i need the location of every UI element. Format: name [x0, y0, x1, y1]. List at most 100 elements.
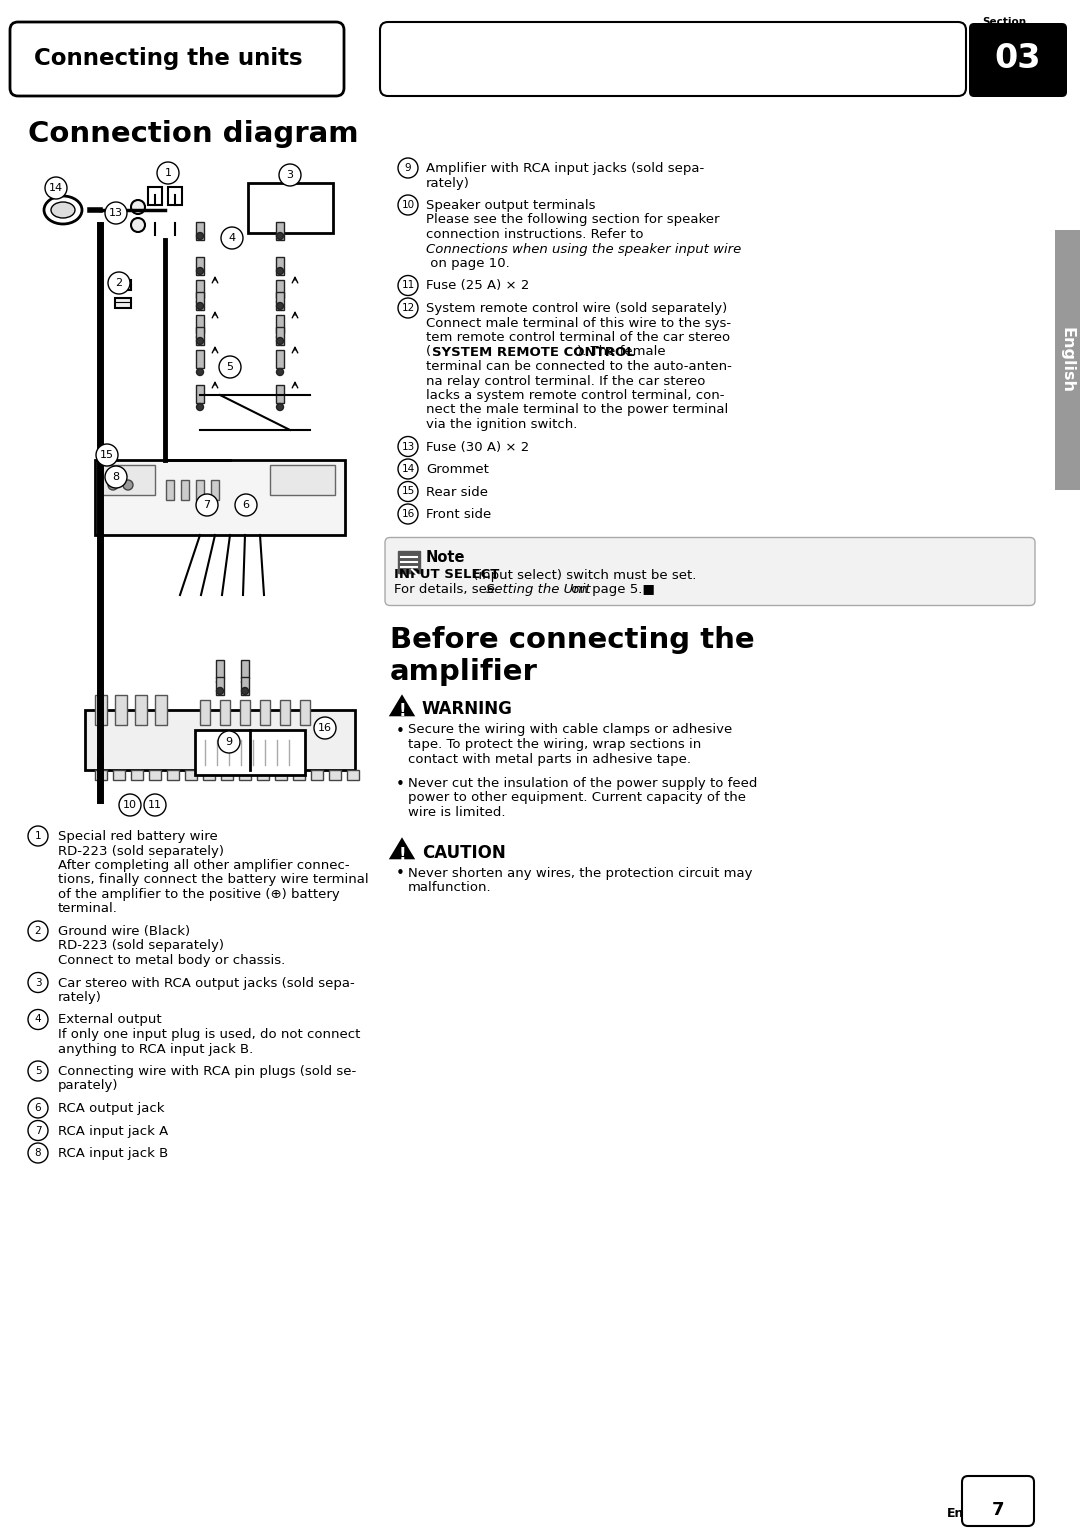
Bar [100, 465, 156, 495]
Bar [239, 771, 251, 780]
Bar [195, 729, 305, 775]
Text: Connections when using the speaker input wire: Connections when using the speaker input… [426, 243, 741, 255]
Bar [85, 709, 355, 771]
Text: 11: 11 [402, 280, 415, 291]
FancyBboxPatch shape [10, 21, 345, 96]
Text: If only one input plug is used, do not connect: If only one input plug is used, do not c… [58, 1027, 361, 1041]
Text: wire is limited.: wire is limited. [408, 806, 505, 820]
Bar [240, 700, 249, 725]
Text: ). The female: ). The female [577, 346, 665, 358]
Circle shape [399, 275, 418, 295]
Text: 10: 10 [402, 200, 415, 209]
Bar [1055, 229, 1080, 489]
Bar [203, 771, 215, 780]
Text: Please see the following section for speaker: Please see the following section for spe… [426, 214, 719, 226]
Circle shape [276, 298, 283, 306]
Circle shape [219, 356, 241, 378]
Circle shape [399, 482, 418, 502]
Bar [114, 298, 131, 307]
Bar [95, 696, 107, 725]
Bar [276, 222, 284, 240]
Text: 1: 1 [35, 830, 41, 841]
Text: English: English [1059, 327, 1075, 393]
Text: !: ! [399, 846, 406, 864]
Text: terminal.: terminal. [58, 902, 118, 916]
Polygon shape [389, 694, 415, 716]
Circle shape [45, 177, 67, 199]
Text: Before connecting the
amplifier: Before connecting the amplifier [390, 625, 755, 687]
Text: 12: 12 [402, 303, 415, 313]
Bar [275, 771, 287, 780]
Bar [211, 480, 219, 500]
Bar [181, 480, 189, 500]
Text: After completing all other amplifier connec-: After completing all other amplifier con… [58, 859, 350, 872]
Text: tem remote control terminal of the car stereo: tem remote control terminal of the car s… [426, 330, 730, 344]
Text: rately): rately) [426, 176, 470, 190]
Circle shape [28, 972, 48, 992]
Text: 15: 15 [402, 486, 415, 497]
Text: •: • [396, 867, 405, 882]
Bar [195, 292, 204, 310]
Bar [276, 350, 284, 368]
Text: 11: 11 [148, 800, 162, 810]
Circle shape [108, 480, 118, 489]
Text: on page 5.■: on page 5.■ [567, 583, 656, 595]
Text: 5: 5 [227, 362, 233, 372]
Text: on page 10.: on page 10. [426, 257, 510, 271]
Text: Connection diagram: Connection diagram [28, 119, 359, 148]
Text: contact with metal parts in adhesive tape.: contact with metal parts in adhesive tap… [408, 752, 691, 766]
Text: Connect male terminal of this wire to the sys-: Connect male terminal of this wire to th… [426, 317, 731, 330]
Bar [131, 771, 143, 780]
Bar [185, 771, 197, 780]
Text: Never cut the insulation of the power supply to feed: Never cut the insulation of the power su… [408, 777, 757, 790]
Bar [280, 700, 291, 725]
Bar [148, 187, 162, 205]
Text: Rear side: Rear side [426, 486, 488, 498]
Text: 16: 16 [318, 723, 332, 732]
Text: anything to RCA input jack B.: anything to RCA input jack B. [58, 1043, 253, 1055]
Circle shape [197, 298, 203, 306]
Text: •: • [396, 723, 405, 739]
Circle shape [144, 794, 166, 816]
Bar [200, 700, 210, 725]
Text: RCA output jack: RCA output jack [58, 1102, 164, 1115]
Text: 7: 7 [991, 1501, 1004, 1518]
Text: connection instructions. Refer to: connection instructions. Refer to [426, 228, 648, 242]
Text: Setting the Unit: Setting the Unit [486, 583, 591, 595]
Text: rately): rately) [58, 991, 102, 1005]
Bar [276, 257, 284, 275]
Bar [149, 771, 161, 780]
Bar [329, 771, 341, 780]
Text: parately): parately) [58, 1079, 119, 1093]
Text: na relay control terminal. If the car stereo: na relay control terminal. If the car st… [426, 375, 705, 387]
Circle shape [197, 404, 203, 410]
Bar [300, 700, 310, 725]
Text: 03: 03 [995, 41, 1041, 75]
Bar [216, 661, 224, 677]
Text: 9: 9 [405, 164, 411, 173]
Text: 10: 10 [123, 800, 137, 810]
Text: 15: 15 [100, 450, 114, 460]
Text: Connect to metal body or chassis.: Connect to metal body or chassis. [58, 954, 285, 966]
Circle shape [105, 466, 127, 488]
Text: Section: Section [982, 17, 1026, 28]
Text: Front side: Front side [426, 508, 491, 521]
FancyBboxPatch shape [380, 21, 966, 96]
Text: System remote control wire (sold separately): System remote control wire (sold separat… [426, 303, 727, 315]
Text: via the ignition switch.: via the ignition switch. [426, 417, 578, 431]
Circle shape [197, 333, 203, 341]
Circle shape [276, 404, 283, 410]
Bar [135, 696, 147, 725]
Circle shape [105, 202, 127, 225]
Bar [311, 771, 323, 780]
Circle shape [28, 1121, 48, 1141]
Text: 7: 7 [203, 500, 211, 511]
Circle shape [276, 368, 283, 376]
Circle shape [197, 368, 203, 376]
FancyBboxPatch shape [962, 1475, 1034, 1526]
Circle shape [28, 1061, 48, 1081]
Circle shape [197, 338, 203, 344]
Bar [95, 460, 345, 535]
Bar [347, 771, 359, 780]
Text: 14: 14 [49, 183, 63, 193]
